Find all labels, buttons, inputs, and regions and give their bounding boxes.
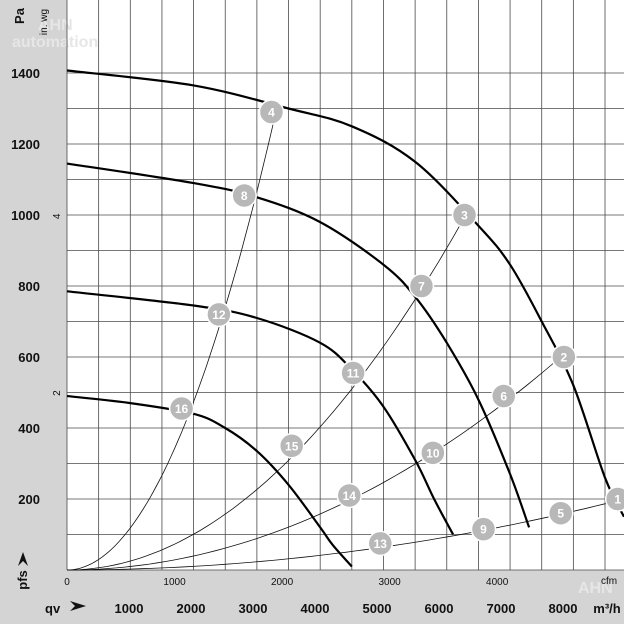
- operating-point-label: 4: [268, 106, 275, 120]
- operating-point-label: 12: [212, 308, 226, 322]
- operating-point-circle: [340, 360, 366, 386]
- operating-point-circle: [336, 482, 363, 509]
- operating-point-10: 10: [420, 440, 446, 466]
- operating-point-8: 8: [231, 182, 257, 209]
- x-unit-cfm: cfm: [601, 576, 617, 587]
- operating-point-5: 5: [547, 500, 574, 526]
- y-axis-label-inwg: in. wg: [39, 9, 50, 35]
- operating-point-label: 6: [500, 390, 507, 404]
- operating-point-1: 1: [604, 486, 624, 512]
- operating-point-15: 15: [278, 433, 305, 459]
- y-tick-label-pa: 200: [18, 492, 40, 507]
- watermark-subtext: automation: [12, 34, 98, 51]
- operating-point-7: 7: [408, 273, 435, 299]
- operating-point-9: 9: [470, 516, 497, 542]
- operating-point-circle: [168, 395, 195, 422]
- x-tick-label-m3h: 4000: [301, 601, 330, 616]
- operating-point-circle: [408, 273, 435, 299]
- x-tick-label-m3h: 2000: [177, 601, 206, 616]
- tick-labels: 200 400 600 800 1000 1200 1400 2 4 0 1000 2000 3000 4…: [11, 66, 577, 616]
- x-tick-label-m3h: 1000: [115, 601, 144, 616]
- x-tick-label-m3h: 8000: [549, 601, 578, 616]
- y-tick-label-inwg: 4: [52, 213, 63, 219]
- operating-point-circle: [420, 440, 446, 466]
- operating-point-label: 9: [480, 523, 487, 537]
- operating-point-circle: [547, 500, 574, 526]
- y-tick-label-pa: 600: [18, 350, 40, 365]
- operating-point-circle: [231, 182, 257, 209]
- y-tick-label-pa: 1000: [11, 208, 40, 223]
- operating-point-label: 16: [175, 402, 189, 416]
- fan-curve-4: [66, 394, 353, 568]
- operating-point-label: 3: [461, 209, 468, 223]
- x-tick-label-m3h: 5000: [363, 601, 392, 616]
- operating-point-circle: [551, 344, 577, 370]
- x-axis-label-qv: qv: [45, 601, 61, 616]
- x-tick-label-m3h: 6000: [425, 601, 454, 616]
- operating-point-label: 14: [343, 489, 357, 503]
- operating-point-circle: [451, 202, 478, 228]
- operating-point-circle: [490, 383, 517, 409]
- system-line-4: [66, 112, 277, 571]
- plot-area: [67, 0, 624, 570]
- fan-curve-3: [66, 290, 455, 536]
- x-tick-label-m3h: 7000: [487, 601, 516, 616]
- operating-point-circle: [367, 530, 394, 557]
- operating-point-label: 7: [418, 280, 425, 294]
- operating-point-11: 11: [340, 360, 366, 386]
- operating-point-label: 1: [614, 493, 621, 507]
- operating-point-16: 16: [168, 395, 195, 422]
- operating-point-label: 11: [347, 366, 360, 380]
- operating-point-3: 3: [451, 202, 478, 228]
- y-axis-arrow: [18, 552, 28, 566]
- y-tick-label-pa: 1400: [11, 66, 40, 81]
- x-tick-label-cfm: 4000: [486, 577, 509, 588]
- operating-point-circle: [206, 301, 232, 328]
- x-axis-arrow: [70, 601, 86, 611]
- operating-point-circle: [258, 99, 285, 125]
- operating-point-label: 10: [426, 446, 440, 460]
- system-line-3: [66, 214, 467, 571]
- operating-point-label: 2: [561, 351, 568, 365]
- operating-point-6: 6: [490, 383, 517, 409]
- axis-labels: cfm m³/h qv Pa in. wg pfs: [12, 7, 621, 616]
- operating-point-circle: [278, 433, 305, 459]
- y-tick-label-pa: 1200: [11, 137, 40, 152]
- x-tick-label-cfm: 0: [64, 577, 70, 588]
- x-tick-label-cfm: 2000: [271, 577, 294, 588]
- operating-point-label: 5: [557, 507, 564, 521]
- operating-point-14: 14: [336, 482, 363, 509]
- operating-point-circle: [604, 486, 624, 512]
- fan-curve-2: [66, 162, 531, 528]
- operating-point-label: 13: [374, 537, 388, 551]
- operating-point-label: 8: [241, 189, 248, 203]
- x-tick-label-cfm: 3000: [378, 577, 401, 588]
- operating-point-13: 13: [367, 530, 394, 557]
- operating-point-12: 12: [206, 301, 232, 328]
- x-tick-label-m3h: 3000: [239, 601, 268, 616]
- y-axis-label-pfs: pfs: [15, 570, 30, 590]
- y-tick-label-pa: 400: [18, 421, 40, 436]
- y-tick-label-pa: 800: [18, 279, 40, 294]
- x-unit-m3h: m³/h: [593, 601, 621, 616]
- operating-point-circle: [470, 516, 497, 542]
- operating-point-label: 15: [285, 439, 299, 453]
- watermark-text: AHN: [38, 17, 73, 34]
- y-tick-label-inwg: 2: [52, 390, 63, 396]
- x-tick-label-cfm: 1000: [163, 577, 186, 588]
- watermark-corner-text: AHN: [578, 580, 613, 597]
- operating-point-4: 4: [258, 99, 285, 125]
- y-axis-label-pa: Pa: [12, 7, 27, 24]
- operating-point-2: 2: [551, 344, 577, 370]
